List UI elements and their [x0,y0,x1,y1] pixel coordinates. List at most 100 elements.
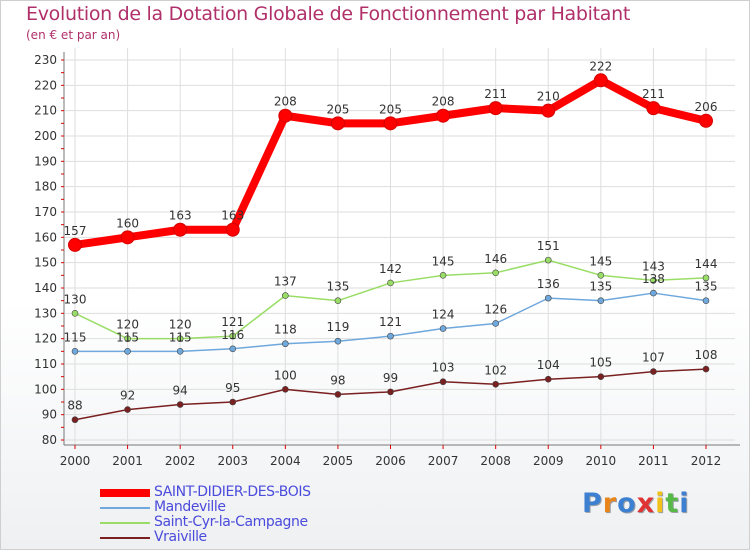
data-point-saint-cyr-la-campagne [229,332,237,340]
data-point-vraiville [439,378,447,386]
legend-swatch [100,522,150,524]
data-point-saint-didier-des-bois [278,108,293,123]
data-label-mandeville: 115 [116,330,139,344]
data-point-saint-didier-des-bois [330,116,345,131]
data-label-mandeville: 116 [221,328,244,342]
y-tick-label: 170 [34,205,57,219]
x-tick-label: 2001 [112,454,143,468]
data-point-vraiville [597,373,605,380]
x-tick-label: 2012 [691,454,722,468]
data-point-mandeville [282,340,289,348]
data-point-mandeville [124,348,131,355]
data-label-saint-didier-des-bois: 206 [695,100,718,114]
y-tick-label: 190 [34,154,57,168]
data-point-saint-didier-des-bois [488,101,503,116]
data-label-saint-cyr-la-campagne: 145 [589,254,612,268]
line-chart: 80 90 100 110 120 130 140 150 160 170 180 190 200 210… [34,48,740,468]
data-label-mandeville: 138 [642,272,665,286]
logo-letter: P [582,488,603,519]
data-label-mandeville: 124 [432,308,455,322]
data-point-saint-didier-des-bois [593,73,608,88]
data-label-saint-didier-des-bois: 163 [221,209,244,223]
data-point-saint-didier-des-bois [173,222,188,237]
data-point-mandeville [492,320,499,327]
data-point-vraiville [124,406,131,413]
data-label-saint-didier-des-bois: 211 [484,87,507,101]
legend-label: SAINT-DIDIER-DES-BOIS [154,484,311,500]
x-tick-label: 2004 [270,454,301,468]
data-point-saint-didier-des-bois [436,108,451,123]
data-label-saint-cyr-la-campagne: 145 [432,254,455,268]
data-point-mandeville [334,337,342,345]
data-label-saint-didier-des-bois: 211 [642,87,665,101]
logo-letter: x [636,488,656,519]
data-point-vraiville [282,386,289,393]
y-tick-label: 200 [34,129,57,143]
data-point-mandeville [702,297,710,304]
data-label-vraiville: 104 [537,358,560,372]
y-tick-label: 140 [34,281,57,295]
data-label-vraiville: 108 [695,348,718,362]
x-tick-label: 2007 [428,454,459,468]
data-label-mandeville: 119 [326,320,349,334]
data-point-mandeville [597,297,605,304]
data-point-saint-cyr-la-campagne [282,292,289,299]
data-label-saint-cyr-la-campagne: 143 [642,259,665,273]
data-label-vraiville: 102 [484,363,507,377]
data-point-saint-didier-des-bois [225,222,240,237]
x-tick-label: 2000 [60,454,91,468]
data-label-vraiville: 98 [330,373,345,387]
data-label-saint-didier-des-bois: 208 [274,95,297,109]
x-tick-label: 2003 [217,454,248,468]
data-label-vraiville: 107 [642,351,665,365]
data-label-vraiville: 100 [274,368,297,382]
y-tick-label: 130 [34,306,57,320]
data-label-mandeville: 135 [589,280,612,294]
data-label-mandeville: 115 [169,330,192,344]
data-label-mandeville: 115 [64,330,87,344]
data-label-saint-didier-des-bois: 160 [116,216,139,230]
y-tick-label: 150 [34,256,57,270]
y-tick-label: 230 [34,53,57,67]
data-point-vraiville [492,380,499,388]
data-label-mandeville: 126 [484,302,507,316]
data-point-saint-cyr-la-campagne [492,269,499,277]
data-label-saint-cyr-la-campagne: 120 [116,318,139,332]
data-label-saint-cyr-la-campagne: 135 [326,280,349,294]
data-point-vraiville [71,416,79,424]
data-point-vraiville [650,368,657,375]
data-point-saint-cyr-la-campagne [334,297,342,304]
data-point-saint-cyr-la-campagne [650,277,657,284]
x-tick-label: 2011 [638,454,669,468]
y-tick-label: 220 [34,78,57,92]
data-label-mandeville: 135 [695,280,718,294]
logo-letter: i [655,488,666,519]
chart-subtitle: (en € et par an) [26,28,121,42]
y-tick-label: 110 [34,357,57,371]
data-label-saint-didier-des-bois: 210 [537,90,560,104]
logo-letter: r [602,488,618,519]
data-label-saint-didier-des-bois: 157 [64,224,87,238]
data-label-saint-didier-des-bois: 163 [169,209,192,223]
y-tick-label: 180 [34,180,57,194]
legend-label: Saint-Cyr-la-Campagne [154,514,308,530]
data-point-vraiville [387,388,394,396]
data-label-saint-cyr-la-campagne: 151 [537,239,560,253]
data-point-saint-didier-des-bois [68,237,82,252]
data-point-saint-cyr-la-campagne [439,272,447,279]
x-tick-label: 2010 [586,454,617,468]
data-label-saint-cyr-la-campagne: 130 [64,292,87,306]
data-label-saint-didier-des-bois: 205 [379,102,402,116]
logo-letter: i [679,488,690,519]
data-point-mandeville [176,348,184,355]
data-label-saint-cyr-la-campagne: 146 [484,252,507,266]
y-tick-label: 80 [42,433,57,447]
data-label-vraiville: 105 [589,356,612,370]
legend-swatch [100,507,150,509]
data-label-saint-cyr-la-campagne: 120 [169,318,192,332]
y-tick-label: 90 [42,408,57,422]
y-tick-label: 120 [34,332,57,346]
legend-swatch [100,537,150,539]
legend-swatch [100,489,150,497]
